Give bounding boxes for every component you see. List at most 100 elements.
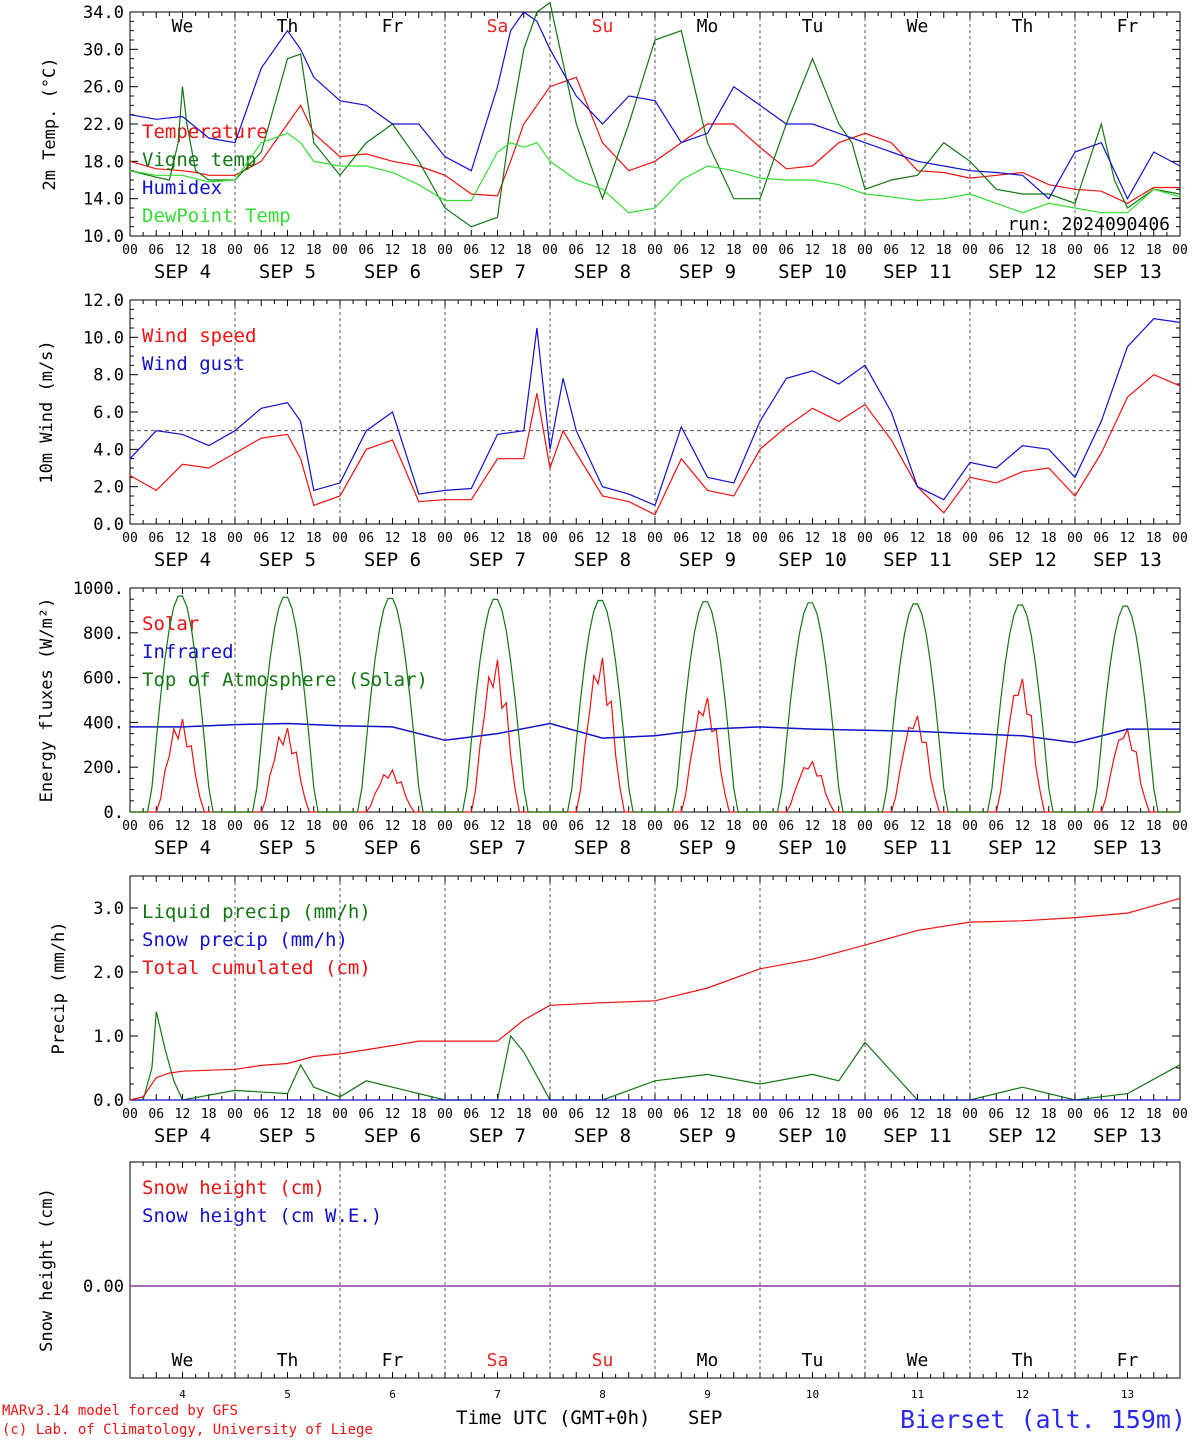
date-label: SEP 12 [988, 837, 1057, 859]
hour-tick-label: 00 [437, 819, 453, 834]
hour-tick-label: 06 [253, 243, 269, 258]
hour-tick-label: 06 [778, 819, 794, 834]
y-axis-label: Precip (mm/h) [49, 921, 69, 1054]
hour-tick-label: 06 [673, 819, 689, 834]
day-number-label: 13 [1121, 1388, 1134, 1401]
date-label: SEP 7 [469, 549, 526, 571]
hour-tick-label: 12 [910, 1107, 926, 1122]
hour-tick-label: 18 [936, 243, 952, 258]
hour-tick-label: 18 [516, 819, 532, 834]
hour-tick-label: 18 [621, 531, 637, 546]
footer-model: MARv3.14 model forced by GFS [2, 1403, 238, 1419]
hour-tick-label: 00 [752, 531, 768, 546]
hour-tick-label: 00 [227, 531, 243, 546]
weekday-label: Fr [1117, 1350, 1139, 1371]
series-line [130, 722, 1180, 744]
hour-tick-label: 00 [1172, 819, 1188, 834]
hour-tick-label: 00 [752, 1107, 768, 1122]
hour-tick-label: 18 [1041, 819, 1057, 834]
y-tick-label: 26.0 [83, 78, 124, 98]
legend-entry: Snow precip (mm/h) [142, 929, 348, 951]
hour-tick-label: 00 [647, 243, 663, 258]
weekday-label: Su [592, 1350, 614, 1371]
y-tick-label: 6.0 [93, 403, 124, 423]
weekday-label: We [172, 1350, 194, 1371]
legend-entry: Top of Atmosphere (Solar) [142, 669, 428, 691]
hour-tick-label: 12 [280, 819, 296, 834]
hour-tick-label: 06 [148, 243, 164, 258]
hour-tick-label: 18 [411, 243, 427, 258]
hour-tick-label: 18 [201, 819, 217, 834]
day-number-label: 9 [704, 1388, 711, 1401]
hour-tick-label: 18 [306, 531, 322, 546]
hour-tick-label: 06 [463, 819, 479, 834]
date-label: SEP 9 [679, 1125, 736, 1147]
date-label: SEP 13 [1093, 549, 1162, 571]
hour-tick-label: 12 [1120, 819, 1136, 834]
y-tick-label: 800. [83, 624, 124, 644]
hour-tick-label: 12 [805, 243, 821, 258]
y-tick-label: 4.0 [93, 440, 124, 460]
hour-tick-label: 06 [463, 531, 479, 546]
hour-tick-label: 06 [988, 819, 1004, 834]
hour-tick-label: 12 [490, 531, 506, 546]
hour-tick-label: 06 [883, 1107, 899, 1122]
hour-tick-label: 12 [490, 1107, 506, 1122]
hour-tick-label: 00 [647, 1107, 663, 1122]
hour-tick-label: 06 [988, 243, 1004, 258]
date-label: SEP 13 [1093, 261, 1162, 283]
weekday-label: Tu [802, 16, 824, 37]
hour-tick-label: 12 [385, 1107, 401, 1122]
hour-tick-label: 18 [516, 243, 532, 258]
date-label: SEP 8 [574, 1125, 631, 1147]
series-line [130, 1011, 1181, 1101]
hour-tick-label: 00 [647, 819, 663, 834]
panel-1: 10.0 14.0 18.0 22.0 26.0 30.0 34.0 2m Temp. (°C… [40, 1, 1188, 283]
hour-tick-label: 06 [883, 531, 899, 546]
hour-tick-label: 06 [883, 243, 899, 258]
date-label: SEP 11 [883, 261, 952, 283]
hour-tick-label: 18 [831, 819, 847, 834]
series-line [129, 318, 1181, 507]
hour-tick-label: 12 [805, 1107, 821, 1122]
hour-tick-label: 18 [621, 243, 637, 258]
day-number-label: 5 [284, 1388, 291, 1401]
y-tick-label: 18.0 [83, 152, 124, 172]
hour-tick-label: 12 [175, 1107, 191, 1122]
hour-tick-label: 00 [122, 243, 138, 258]
hour-tick-label: 18 [306, 819, 322, 834]
weekday-label: We [172, 16, 194, 37]
hour-tick-label: 06 [358, 819, 374, 834]
legend-entry: Total cumulated (cm) [142, 957, 371, 979]
hour-tick-label: 12 [385, 531, 401, 546]
footer-copyright: (c) Lab. of Climatology, University of L… [2, 1422, 373, 1438]
day-number-label: 11 [911, 1388, 924, 1401]
date-label: SEP 7 [469, 1125, 526, 1147]
hour-tick-label: 00 [1067, 1107, 1083, 1122]
y-tick-label: 2.0 [93, 478, 124, 498]
hour-tick-label: 06 [358, 531, 374, 546]
hour-tick-label: 18 [726, 531, 742, 546]
hour-tick-label: 18 [936, 1107, 952, 1122]
y-tick-label: 2.0 [93, 963, 124, 983]
hour-tick-label: 12 [175, 243, 191, 258]
hour-tick-label: 06 [673, 243, 689, 258]
hour-tick-label: 06 [253, 1107, 269, 1122]
hour-tick-label: 00 [542, 531, 558, 546]
hour-tick-label: 00 [437, 243, 453, 258]
y-tick-label: 0. [104, 803, 124, 823]
legend-entry: Snow height (cm) [142, 1177, 325, 1199]
date-label: SEP 13 [1093, 837, 1162, 859]
legend-entry: Humidex [142, 177, 222, 199]
day-number-label: 12 [1016, 1388, 1029, 1401]
legend-entry: Infrared [142, 641, 234, 663]
day-number-label: 8 [599, 1388, 606, 1401]
hour-tick-label: 12 [490, 819, 506, 834]
y-axis-label: 10m Wind (m/s) [37, 340, 57, 483]
y-tick-label: 200. [83, 758, 124, 778]
hour-tick-label: 12 [280, 1107, 296, 1122]
hour-tick-label: 06 [148, 819, 164, 834]
day-number-label: 7 [494, 1388, 501, 1401]
legend-entry: DewPoint Temp [142, 205, 291, 227]
hour-tick-label: 06 [673, 531, 689, 546]
